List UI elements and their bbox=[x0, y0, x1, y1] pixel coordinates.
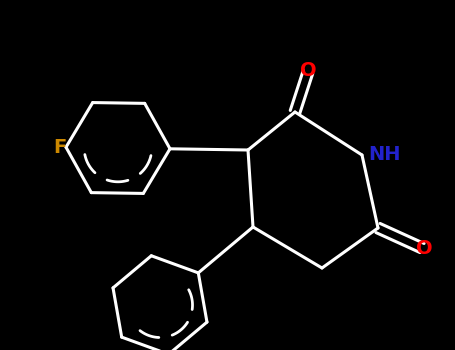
Text: F: F bbox=[53, 138, 66, 157]
Text: O: O bbox=[416, 238, 432, 258]
Text: O: O bbox=[300, 61, 316, 79]
Text: NH: NH bbox=[368, 146, 400, 164]
